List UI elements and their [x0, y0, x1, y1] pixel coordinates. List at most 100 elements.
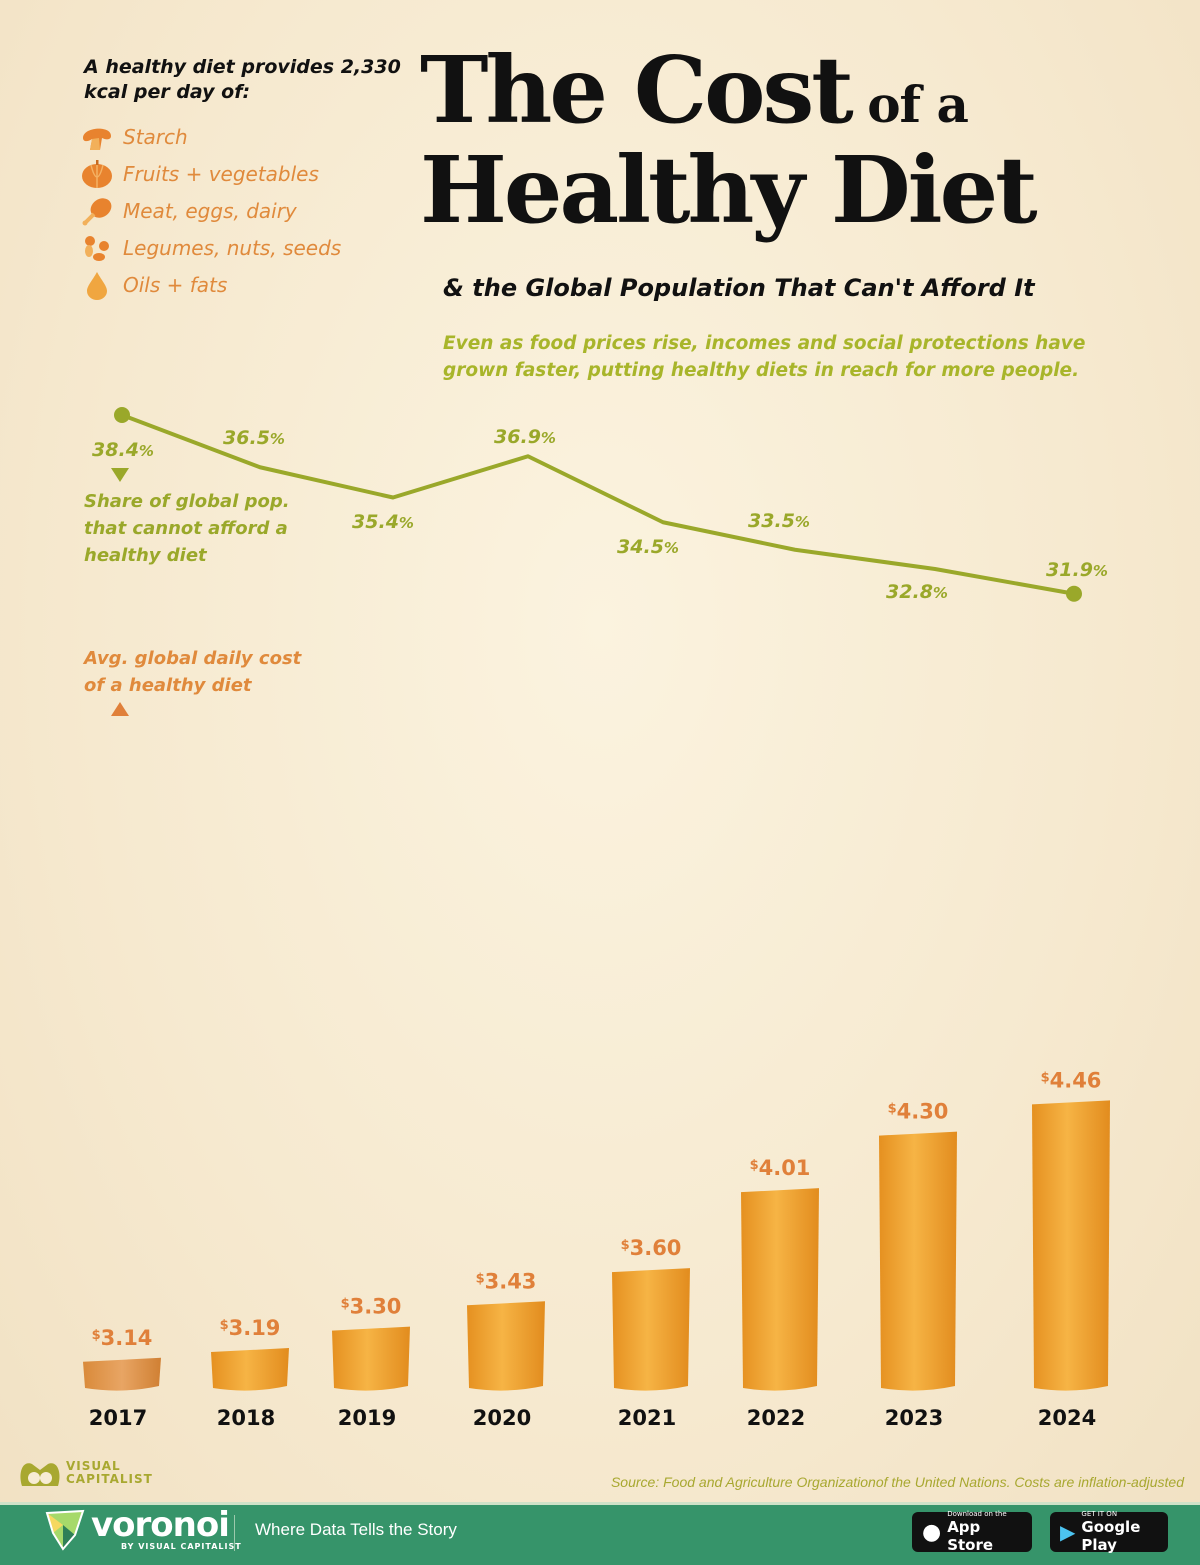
up-arrow-icon: [111, 702, 129, 716]
percent-sign: %: [933, 584, 948, 602]
store-big-text: App Store: [947, 1518, 994, 1554]
percent-label: 31.9%: [1046, 559, 1108, 581]
play-icon: ▶: [1060, 1520, 1076, 1544]
voronoi-name: voronoi: [91, 1505, 230, 1545]
voronoi-by: BY VISUAL CAPITALIST: [121, 1542, 242, 1551]
drumstick-icon: [82, 197, 112, 225]
cost-label: $3.60: [621, 1236, 682, 1260]
google-play-button[interactable]: ▶ GET IT ON Google Play: [1050, 1510, 1168, 1554]
share-line: [121, 413, 1075, 596]
legend-item: Fruits + vegetables: [80, 155, 341, 192]
footer-divider: [234, 1515, 235, 1551]
year-label: 2023: [885, 1406, 943, 1430]
percent-label: 38.4%: [92, 439, 154, 461]
percent-value: 34.5: [617, 536, 664, 558]
percent-value: 36.9: [494, 426, 541, 448]
line-group: [114, 407, 1082, 602]
line-endpoint: [1066, 585, 1082, 602]
legend-item: Legumes, nuts, seeds: [80, 229, 341, 266]
store-small-text: Download on the: [947, 1510, 1007, 1518]
cost-value: 3.19: [229, 1316, 281, 1340]
bar-2024: [1032, 1100, 1110, 1391]
app-store-button[interactable]: ● Download on the App Store: [912, 1510, 1032, 1554]
oil-drop-icon: [87, 271, 107, 300]
percent-sign: %: [795, 513, 810, 531]
tagline: Where Data Tells the Story: [255, 1520, 457, 1539]
percent-sign: %: [399, 514, 414, 532]
bar-2022: [741, 1188, 819, 1391]
cost-label: $3.14: [92, 1326, 153, 1350]
percent-label: 33.5%: [748, 510, 810, 532]
bar-2017: [83, 1357, 161, 1391]
percent-label: 34.5%: [617, 536, 679, 558]
percent-label: 36.9%: [494, 426, 556, 448]
legend-label: Legumes, nuts, seeds: [123, 235, 342, 260]
title-main: The Cost: [420, 36, 854, 144]
food-legend: Starch Fruits + vegetables Meat, eggs, d…: [80, 118, 341, 303]
cost-value: 4.30: [897, 1100, 949, 1124]
currency-symbol: $: [341, 1297, 350, 1312]
title-line-2: Healthy Diet: [420, 136, 1038, 244]
currency-symbol: $: [92, 1328, 101, 1343]
cost-value: 3.43: [485, 1269, 537, 1293]
cost-label: $4.01: [750, 1156, 811, 1180]
voronoi-logo[interactable]: voronoi BY VISUAL CAPITALIST: [45, 1508, 242, 1551]
currency-symbol: $: [476, 1271, 485, 1286]
apple-icon: ●: [922, 1519, 942, 1545]
cost-label: $3.19: [220, 1316, 281, 1340]
store-small-text: GET IT ON: [1081, 1510, 1118, 1518]
source-note: Source: Food and Agriculture Organizatio…: [610, 1474, 1184, 1490]
legend-item: Oils + fats: [80, 266, 341, 303]
legend-item: Meat, eggs, dairy: [80, 192, 341, 229]
legend-label: Fruits + vegetables: [123, 161, 319, 186]
intro-text: A healthy diet provides 2,330 kcal per d…: [84, 56, 401, 103]
year-label: 2020: [473, 1406, 531, 1430]
year-label: 2024: [1038, 1406, 1096, 1430]
currency-symbol: $: [621, 1238, 630, 1253]
cost-label: $4.30: [888, 1100, 949, 1124]
mushroom-icon: [83, 128, 111, 150]
line-series-label: Share of global pop. that cannot afford …: [84, 491, 290, 566]
description: Even as food prices rise, incomes and so…: [443, 333, 1086, 381]
bar-2019: [332, 1326, 410, 1391]
percent-label: 36.5%: [223, 427, 285, 449]
store-big-text: Google Play: [1081, 1518, 1141, 1554]
legend-label: Meat, eggs, dairy: [123, 198, 297, 223]
currency-symbol: $: [750, 1158, 759, 1173]
cost-label: $3.43: [476, 1269, 537, 1293]
title-line-1: The Cost of a: [420, 40, 969, 155]
currency-symbol: $: [888, 1102, 897, 1117]
currency-symbol: $: [220, 1318, 229, 1333]
bar-series-label: Avg. global daily cost of a healthy diet: [84, 648, 302, 696]
legend-label: Starch: [123, 124, 188, 149]
legend-label: Oils + fats: [123, 272, 228, 297]
bars-group: [83, 1100, 1110, 1391]
percent-value: 31.9: [1046, 559, 1093, 581]
legumes-icon: [85, 235, 109, 261]
vc-logo-text: VISUAL CAPITALIST: [66, 1459, 153, 1486]
vc-logo-icon: [20, 1463, 60, 1486]
cost-labels-group: $3.14$3.19$3.30$3.43$3.60$4.01$4.30$4.46: [92, 1068, 1102, 1349]
cost-label: $3.30: [341, 1295, 402, 1319]
cost-value: 3.30: [350, 1295, 402, 1319]
pumpkin-icon: [82, 159, 112, 188]
year-label: 2017: [89, 1406, 147, 1430]
percent-value: 38.4: [92, 439, 139, 461]
percent-labels-group: 38.4%36.5%35.4%36.9%34.5%33.5%32.8%31.9%: [92, 426, 1108, 603]
cost-value: 3.14: [101, 1326, 153, 1350]
down-arrow-icon: [111, 468, 129, 482]
legend-item: Starch: [80, 118, 341, 155]
percent-sign: %: [270, 430, 285, 448]
year-label: 2019: [338, 1406, 396, 1430]
voronoi-logo-icon: [45, 1509, 85, 1551]
bar-2021: [612, 1268, 690, 1391]
bar-2020: [467, 1301, 545, 1391]
percent-sign: %: [139, 442, 154, 460]
percent-sign: %: [541, 429, 556, 447]
year-label: 2022: [747, 1406, 805, 1430]
percent-value: 36.5: [223, 427, 270, 449]
currency-symbol: $: [1041, 1070, 1050, 1085]
percent-value: 32.8: [886, 581, 933, 603]
cost-label: $4.46: [1041, 1068, 1102, 1092]
